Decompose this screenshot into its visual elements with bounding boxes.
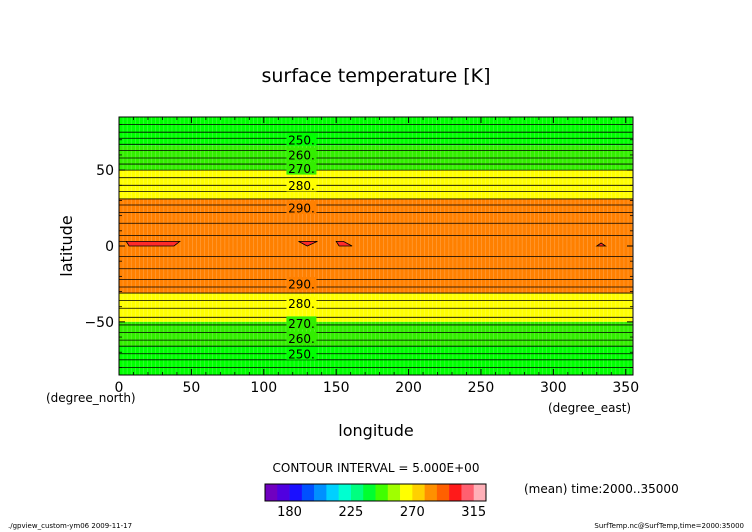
contour-label: 250. — [288, 347, 315, 361]
y-tick-label: −50 — [84, 315, 114, 331]
contour-label-bg — [286, 276, 317, 290]
temperature-band — [119, 170, 633, 199]
contour-label-bg — [286, 161, 317, 175]
contour-label: 260. — [288, 148, 315, 162]
colorbar-swatch — [473, 484, 487, 501]
colorbar-swatch — [436, 484, 450, 501]
y-tick-label: 0 — [105, 239, 114, 255]
contour-label: 270. — [288, 317, 315, 331]
colorbar-swatch — [326, 484, 339, 501]
x-tick-label: 0 — [115, 380, 124, 396]
colorbar-swatch — [363, 484, 376, 501]
x-units-label: (degree_east) — [548, 401, 631, 415]
chart-title: surface temperature [K] — [261, 65, 490, 87]
hot-patch — [298, 240, 318, 247]
colorbar-swatch — [449, 484, 462, 501]
hot-patch — [335, 240, 353, 247]
temperature-band — [119, 198, 633, 294]
contour-label-bg — [286, 132, 317, 146]
x-axis: 0 50 100 150 200 250 300 350 — [115, 117, 639, 396]
x-tick-label: 50 — [182, 380, 200, 396]
time-note: (mean) time:2000..35000 — [524, 482, 679, 496]
temperature-band — [119, 117, 633, 146]
contour-label: 280. — [288, 297, 315, 311]
colorbar-swatch — [424, 484, 438, 501]
x-tick-label: 300 — [540, 380, 567, 396]
contour-label: 250. — [288, 133, 315, 147]
x-tick-label: 350 — [612, 380, 639, 396]
colorbar-swatch — [277, 484, 290, 501]
colorbar-swatch — [461, 484, 475, 501]
grid-lines — [118, 117, 633, 375]
x-tick-label: 150 — [323, 380, 350, 396]
colorbar-label: 225 — [339, 505, 364, 520]
colorbar-label: 315 — [461, 505, 486, 520]
x-tick-label: 250 — [468, 380, 495, 396]
contour-label-bg — [286, 316, 317, 330]
colorbar-swatch — [338, 484, 352, 501]
contour-label-bg — [286, 331, 317, 345]
contour-label: 280. — [288, 179, 315, 193]
colorbar-swatch — [301, 484, 315, 501]
y-axis-label: latitude — [57, 215, 76, 276]
contour-label: 290. — [288, 277, 315, 291]
colorbar-swatch — [387, 484, 401, 501]
colorbar-swatch — [375, 484, 389, 501]
x-tick-label: 100 — [250, 380, 277, 396]
contour-label-bg — [286, 178, 317, 192]
colorbar-swatch — [350, 484, 364, 501]
colorbar-label: 180 — [277, 505, 302, 520]
x-axis-label: longitude — [338, 421, 413, 440]
hot-patch — [119, 240, 181, 247]
hot-patch — [595, 242, 607, 247]
y-axis: 50 0 −50 — [84, 124, 633, 368]
contour-interval-label: CONTOUR INTERVAL = 5.000E+00 — [273, 461, 480, 475]
colorbar-swatch — [400, 484, 413, 501]
y-units-label: (degree_north) — [46, 391, 136, 405]
contour-label: 290. — [288, 202, 315, 216]
colorbar-label: 270 — [400, 505, 425, 520]
colorbar: 180 225 270 315 — [264, 483, 487, 520]
contour-label: 270. — [288, 162, 315, 176]
contour-label-bg — [286, 296, 317, 310]
colorbar-frame — [264, 483, 487, 502]
plot-area: 250.260.270.280.290.290.280.270.260.250. — [118, 116, 634, 376]
temperature-band — [119, 346, 633, 375]
contour-label: 260. — [288, 332, 315, 346]
x-tick-label: 200 — [395, 380, 422, 396]
footer-right: SurfTemp.nc@SurfTemp,time=2000:35000 — [594, 522, 744, 530]
contour-label-bg — [286, 346, 317, 360]
colorbar-swatch — [314, 484, 327, 501]
y-tick-label: 50 — [96, 163, 114, 179]
contour-label-bg — [286, 201, 317, 215]
colorbar-swatch — [265, 484, 278, 501]
temperature-band — [119, 321, 633, 347]
contour-label-bg — [286, 147, 317, 161]
colorbar-swatch — [289, 484, 303, 501]
footer-left: ./gpview_custom-ym06 2009-11-17 — [8, 522, 132, 530]
colorbar-swatch — [412, 484, 425, 501]
